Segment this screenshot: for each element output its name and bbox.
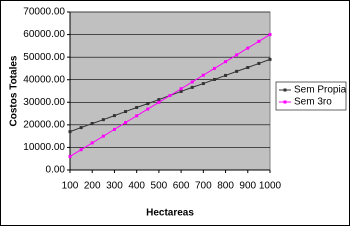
page: {"chart_data": {"type": "line", "x_label… [0, 0, 350, 226]
data-point [268, 33, 272, 37]
plot-area [69, 11, 271, 171]
data-point [157, 98, 161, 102]
y-tick-label: 30000.00 [23, 97, 65, 108]
x-tick-label: 500 [151, 181, 168, 192]
data-point [257, 39, 261, 43]
legend-label: Sem Propia [294, 85, 347, 96]
data-point [68, 130, 72, 134]
data-point [124, 121, 128, 125]
data-point [157, 100, 161, 104]
legend-box [275, 81, 347, 111]
data-point [212, 77, 216, 81]
x-tick-label: 400 [128, 181, 145, 192]
x-axis-title: Hectareas [146, 208, 194, 219]
data-point [135, 105, 139, 109]
y-tick-label: 0.00 [46, 165, 66, 176]
legend-marker [283, 88, 287, 92]
data-point [79, 126, 83, 130]
data-point [101, 118, 105, 122]
y-tick-label: 40000.00 [23, 74, 65, 85]
data-point [90, 122, 94, 126]
data-point [90, 141, 94, 145]
y-tick-label: 60000.00 [23, 29, 65, 40]
data-point [201, 73, 205, 77]
data-point [79, 148, 83, 152]
data-point [246, 66, 250, 70]
y-axis-title: Costos Totales [9, 55, 20, 126]
legend-label: Sem 3ro [294, 97, 332, 108]
chart: Hectareas Costos Totales 0.00 10000.00 200… [0, 0, 350, 226]
data-point [212, 66, 216, 70]
data-point [112, 114, 116, 118]
data-point [135, 114, 139, 118]
data-point [224, 73, 228, 77]
data-point [235, 53, 239, 57]
data-point [179, 87, 183, 91]
y-tick-label: 50000.00 [23, 52, 65, 63]
data-point [168, 94, 172, 98]
data-point [112, 127, 116, 131]
x-tick-label: 1000 [259, 181, 282, 192]
x-tick-label: 900 [239, 181, 256, 192]
data-point [146, 107, 150, 111]
data-point [224, 60, 228, 64]
x-tick-label: 600 [173, 181, 190, 192]
x-tick-label: 200 [84, 181, 101, 192]
data-point [257, 61, 261, 65]
data-point [101, 134, 105, 138]
data-point [124, 110, 128, 114]
data-point [190, 80, 194, 84]
y-tick-label: 70000.00 [23, 7, 65, 18]
data-point [201, 82, 205, 86]
data-point [68, 154, 72, 158]
data-point [235, 69, 239, 73]
legend-marker [283, 100, 287, 104]
x-tick-label: 700 [195, 181, 212, 192]
data-point [146, 102, 150, 106]
data-point [246, 46, 250, 50]
data-point [190, 85, 194, 89]
y-tick-label: 10000.00 [23, 142, 65, 153]
data-point [268, 57, 272, 61]
data-point [179, 89, 183, 93]
x-tick-label: 100 [62, 181, 79, 192]
x-tick-label: 800 [217, 181, 234, 192]
y-tick-label: 20000.00 [23, 119, 65, 130]
x-tick-label: 300 [106, 181, 123, 192]
